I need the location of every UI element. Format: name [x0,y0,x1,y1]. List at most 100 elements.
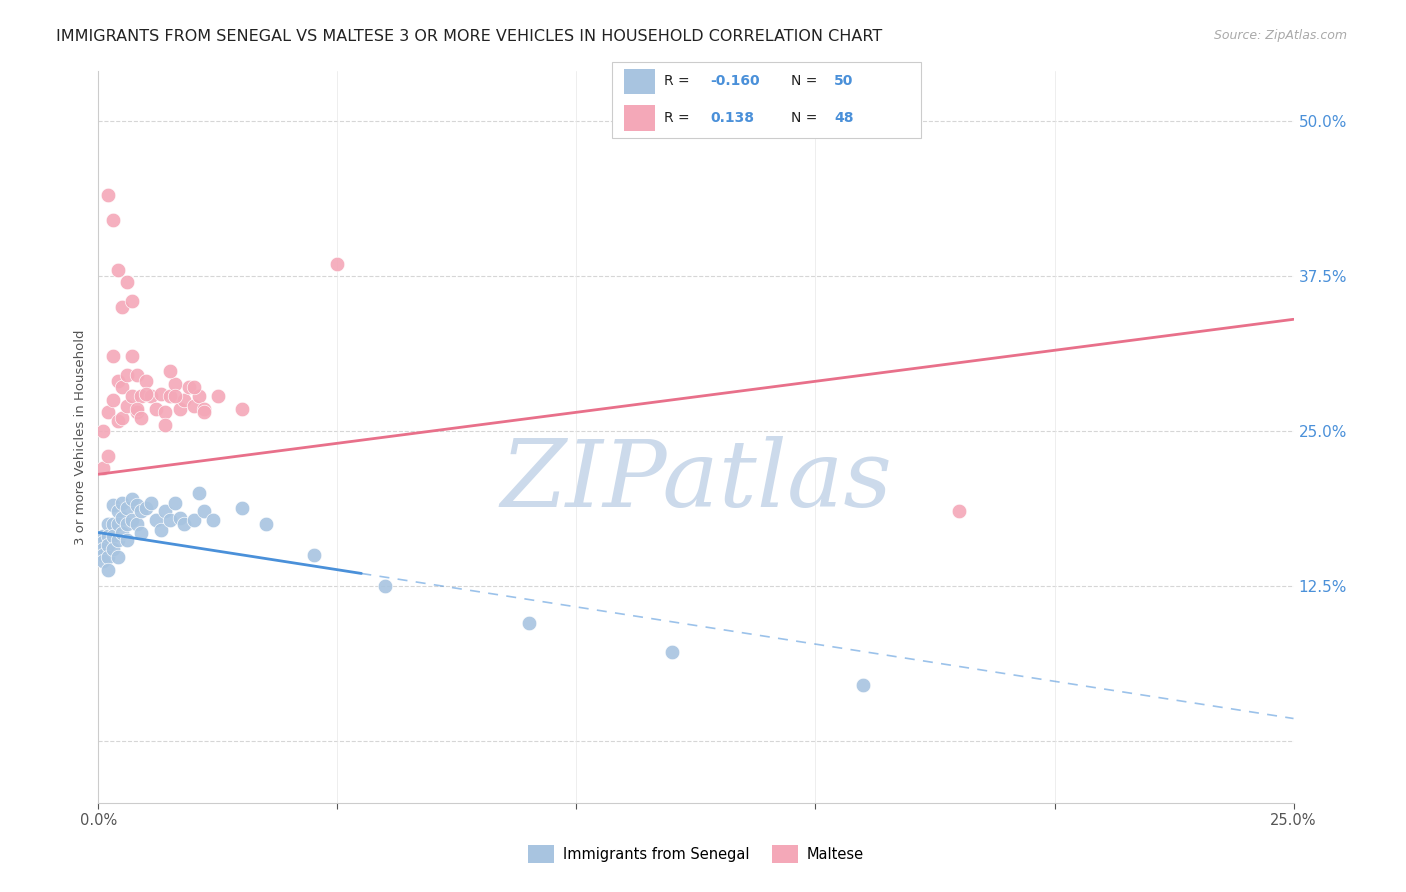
Point [125,401,148,416]
Point [97,529,120,543]
Point [97,516,120,531]
Point [948,504,970,518]
Point [139,496,162,510]
Point [115,399,138,413]
Point [101,213,124,227]
Point [107,374,129,388]
Point [121,293,143,308]
Text: IMMIGRANTS FROM SENEGAL VS MALTESE 3 OR MORE VEHICLES IN HOUSEHOLD CORRELATION C: IMMIGRANTS FROM SENEGAL VS MALTESE 3 OR … [56,29,883,44]
Point [131,525,153,540]
Point [101,529,124,543]
Point [111,525,134,540]
Text: 0.138: 0.138 [710,111,755,125]
Point [155,504,177,518]
Point [111,300,134,314]
Point [159,389,181,403]
Point [91,535,114,549]
Point [517,615,540,630]
Point [97,538,120,552]
Point [159,513,181,527]
Point [183,399,205,413]
Point [326,256,349,270]
Point [115,516,138,531]
Text: Source: ZipAtlas.com: Source: ZipAtlas.com [1213,29,1347,42]
Point [145,513,167,527]
Point [135,374,157,388]
Point [91,554,114,568]
Text: N =: N = [792,111,821,125]
Point [193,401,215,416]
Point [125,498,148,512]
Point [169,510,191,524]
Point [163,496,186,510]
Point [131,389,153,403]
Point [155,405,177,419]
Point [121,350,143,364]
Point [125,516,148,531]
Point [163,376,186,391]
Point [101,350,124,364]
Point [91,541,114,556]
Point [135,386,157,401]
Point [107,414,129,428]
Point [139,389,162,403]
Point [131,411,153,425]
Point [121,513,143,527]
Point [97,449,120,463]
Point [111,496,134,510]
Point [183,513,205,527]
Text: R =: R = [664,111,695,125]
Point [111,510,134,524]
Point [115,533,138,547]
Point [145,401,167,416]
FancyBboxPatch shape [612,62,921,138]
Point [101,516,124,531]
Point [852,678,875,692]
Point [231,401,253,416]
Point [107,516,129,531]
Point [254,516,277,531]
Y-axis label: 3 or more Vehicles in Household: 3 or more Vehicles in Household [75,329,87,545]
Point [97,405,120,419]
Text: -0.160: -0.160 [710,74,761,88]
Point [193,504,215,518]
Point [187,486,209,500]
Point [149,386,172,401]
Point [302,548,325,562]
Point [121,491,143,506]
Text: N =: N = [792,74,821,88]
Point [101,392,124,407]
Point [107,550,129,565]
Point [135,500,157,515]
Point [111,411,134,425]
Point [91,529,114,543]
Point [97,188,120,202]
Point [121,389,143,403]
Point [125,405,148,419]
Point [207,389,229,403]
Point [115,368,138,383]
Point [159,364,181,378]
Point [125,368,148,383]
Point [91,461,114,475]
Point [183,380,205,394]
Text: R =: R = [664,74,695,88]
Point [155,417,177,432]
Point [202,513,225,527]
Point [107,533,129,547]
Point [131,504,153,518]
Point [173,392,195,407]
Point [91,548,114,562]
Legend: Immigrants from Senegal, Maltese: Immigrants from Senegal, Maltese [523,839,869,869]
Point [173,516,195,531]
Point [101,498,124,512]
Text: 48: 48 [834,111,853,125]
Point [193,405,215,419]
Point [231,500,253,515]
Point [115,500,138,515]
Point [97,563,120,577]
Point [149,523,172,537]
Text: ZIPatlas: ZIPatlas [501,436,891,526]
Bar [624,105,655,130]
Point [101,541,124,556]
